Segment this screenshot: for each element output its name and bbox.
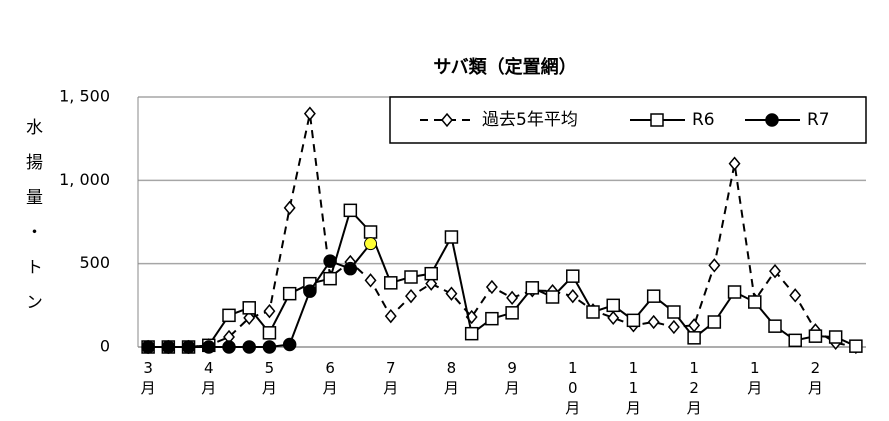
x-tick-label: 5月 [261, 359, 277, 397]
point [464, 326, 479, 341]
point [485, 279, 498, 295]
point [283, 200, 296, 216]
point [748, 295, 762, 309]
point [343, 203, 358, 218]
point [828, 330, 843, 344]
point [343, 261, 358, 276]
point [485, 311, 499, 326]
legend-label: 過去5年平均 [482, 110, 578, 130]
point [242, 301, 256, 315]
point [262, 340, 277, 354]
point [566, 288, 579, 304]
point [789, 288, 802, 303]
point [303, 284, 317, 298]
point [728, 156, 741, 171]
y-tick-label: 500 [79, 253, 110, 272]
y-tick-label: 1, 500 [59, 87, 110, 106]
point [586, 305, 600, 319]
chart-title: サバ類（定置網） [433, 56, 576, 78]
point [566, 269, 580, 283]
x-tick-label: 12月 [686, 359, 702, 417]
x-tick-label: 4月 [201, 359, 217, 397]
point [384, 308, 397, 324]
series-line [148, 208, 857, 348]
point [626, 313, 641, 328]
point [405, 288, 417, 304]
point [788, 333, 802, 348]
point [505, 306, 519, 320]
point [243, 310, 256, 326]
point [647, 314, 660, 330]
point [444, 230, 459, 244]
point [181, 340, 196, 354]
x-tick-label: 9月 [504, 359, 520, 397]
point [849, 339, 863, 353]
x-tick-label: 6月 [322, 359, 338, 397]
point [727, 285, 742, 299]
legend-label: R7 [807, 110, 830, 130]
point [404, 270, 418, 284]
point [222, 308, 236, 323]
point [667, 319, 680, 335]
point [141, 340, 155, 354]
legend-marker [650, 113, 664, 127]
point [607, 310, 620, 326]
point [323, 254, 337, 268]
point [425, 276, 438, 291]
x-tick-label: 7月 [383, 359, 399, 397]
x-tick-label: 3月 [140, 359, 156, 397]
point [242, 340, 256, 354]
x-tick-label: 8月 [443, 359, 459, 397]
point [667, 305, 681, 319]
x-tick-label: 2月 [807, 359, 823, 397]
point [445, 286, 458, 301]
point [161, 340, 176, 354]
point [363, 225, 378, 239]
point [808, 329, 823, 343]
point [222, 340, 236, 354]
point [262, 326, 277, 340]
x-tick-label: 1月 [747, 359, 763, 397]
x-tick-label: 10月 [565, 359, 581, 417]
point [303, 106, 316, 121]
point [323, 271, 337, 286]
point [506, 290, 519, 306]
point [688, 318, 701, 333]
point [263, 303, 276, 319]
point [364, 237, 378, 251]
point [606, 298, 620, 313]
point [202, 340, 216, 354]
point [769, 263, 781, 279]
point [707, 315, 722, 329]
legend-marker [765, 113, 779, 127]
point [646, 289, 661, 303]
y-axis-label: 水揚量・トン [22, 118, 42, 328]
y-tick-label: 1, 000 [59, 170, 110, 189]
point [768, 319, 782, 333]
point [282, 337, 297, 352]
point [364, 273, 377, 288]
point [384, 276, 398, 290]
point [525, 281, 540, 295]
point [687, 331, 701, 345]
y-tick-label: 0 [100, 337, 110, 356]
series-line [148, 243, 372, 348]
legend-label: R6 [692, 110, 715, 130]
point [545, 290, 560, 304]
point [282, 286, 297, 301]
point [708, 258, 721, 273]
point [424, 266, 438, 281]
x-tick-label: 11月 [625, 359, 641, 417]
legend-marker [441, 112, 453, 128]
